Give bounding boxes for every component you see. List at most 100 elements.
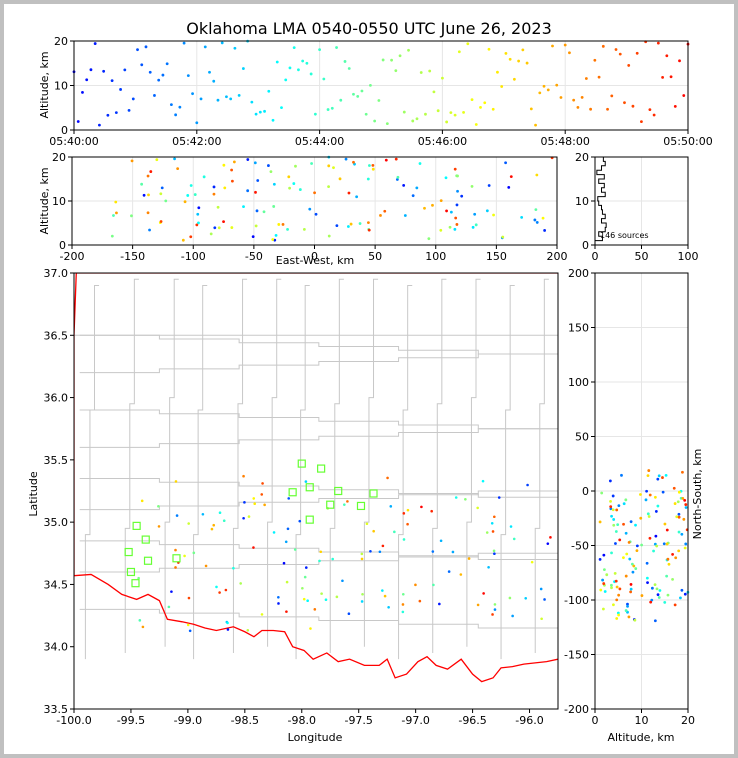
- ta-source-point: [119, 88, 122, 91]
- ta-source-point: [402, 110, 406, 114]
- altitude-histogram-panel: 0 10 20 0 50 100: [575, 151, 699, 263]
- ns-source-point: [640, 594, 644, 597]
- plan-source-point: [493, 515, 496, 519]
- ew-source-point: [230, 179, 234, 183]
- plan-source-point: [476, 603, 480, 607]
- ew-source-point: [418, 162, 422, 165]
- county-line: [267, 278, 282, 647]
- plan-source-point: [575, 571, 578, 574]
- ew-source-point: [308, 207, 312, 211]
- ta-source-point: [525, 61, 529, 65]
- ew-source-point: [196, 212, 200, 216]
- ns-source-point: [612, 603, 615, 607]
- ta-source-point: [377, 99, 381, 102]
- county-line: [232, 278, 248, 653]
- county-line: [164, 278, 179, 647]
- plan-source-point: [218, 591, 221, 594]
- ns-source-point: [615, 617, 619, 620]
- ns-source-point: [646, 512, 650, 516]
- county-line: [124, 278, 139, 653]
- ew-source-point: [448, 225, 452, 229]
- county-line: [193, 284, 208, 660]
- ew-source-point: [294, 164, 297, 168]
- ta-source-point: [153, 94, 156, 97]
- county-lines: [74, 278, 558, 660]
- ew-source-point: [371, 167, 375, 171]
- ew-source-point: [189, 235, 193, 239]
- north-south-altitude-panel: -200 -150 -100 -50 0 50 100 150 200 0 10 20: [564, 267, 695, 727]
- ew-source-point: [501, 235, 505, 239]
- ew-source-point: [230, 226, 234, 229]
- ew-source-point: [355, 195, 359, 199]
- ew-source-point: [254, 190, 257, 194]
- ta-source-point: [466, 42, 470, 46]
- plan-source-point: [347, 612, 351, 615]
- ta-frame: [73, 40, 689, 131]
- county-line: [79, 350, 558, 374]
- plan-ylabel: Latitude: [27, 471, 40, 517]
- ta-source-point: [428, 69, 432, 73]
- ta-source-point: [305, 61, 309, 65]
- ew-ytick-label: 0: [59, 239, 66, 252]
- ns-ytick-label: 100: [568, 376, 589, 389]
- ta-source-point: [225, 95, 228, 99]
- ta-source-point: [652, 113, 656, 117]
- plan-source-point: [239, 582, 242, 585]
- plan-source-point: [360, 552, 364, 556]
- ew-source-point: [176, 167, 180, 171]
- ta-source-point: [165, 62, 169, 66]
- ta-source-point: [106, 113, 110, 117]
- ns-source-point: [655, 544, 659, 548]
- ta-source-point: [309, 72, 313, 76]
- ta-source-point: [352, 92, 355, 96]
- ns-source-point: [655, 587, 659, 591]
- ew-source-point: [492, 213, 495, 217]
- ta-xtick-label: 05:44:00: [295, 135, 344, 148]
- ew-source-point: [217, 226, 221, 230]
- ns-source-point: [674, 556, 678, 560]
- ta-source-point: [453, 113, 457, 117]
- ew-source-point: [253, 161, 257, 165]
- plan-xtick-label: -97.5: [344, 714, 372, 727]
- ta-source-point: [178, 105, 182, 109]
- plan-source-point: [261, 482, 264, 485]
- ns-source-point: [632, 564, 636, 568]
- ns-source-point: [639, 516, 643, 520]
- ta-source-point: [343, 60, 347, 63]
- ns-source-point: [680, 588, 684, 592]
- ew-source-point: [509, 175, 513, 179]
- ta-source-point: [631, 104, 635, 108]
- plan-source-point: [319, 550, 323, 554]
- ta-source-point: [593, 58, 597, 62]
- ns-source-point: [666, 593, 670, 597]
- hist-xtick-label: 0: [592, 250, 599, 263]
- ew-source-point: [115, 211, 118, 215]
- ew-source-point: [344, 157, 348, 161]
- ew-source-point: [471, 225, 475, 229]
- ew-source-point: [427, 237, 431, 241]
- ew-source-point: [533, 218, 537, 222]
- ew-source-point: [368, 164, 371, 167]
- plan-source-point: [387, 605, 390, 609]
- plan-source-point: [482, 592, 485, 595]
- ew-source-point: [230, 168, 234, 172]
- plan-source-point: [293, 548, 297, 551]
- ta-source-point: [568, 51, 571, 55]
- east-west-altitude-panel: 0 10 20 -200 -150 -100 -50 0 50 100 150 200: [52, 151, 568, 263]
- ta-source-point: [559, 96, 563, 99]
- plan-source-point: [282, 561, 286, 565]
- ta-source-point: [610, 94, 614, 98]
- ta-source-point: [512, 77, 516, 81]
- ew-source-point: [251, 235, 255, 239]
- plan-source-point: [372, 529, 375, 533]
- plan-source-point: [174, 566, 177, 569]
- plan-source-point: [324, 598, 328, 601]
- plan-source-point: [393, 530, 396, 534]
- plan-source-point: [167, 605, 171, 609]
- ew-ylabel: Altitude, km: [38, 167, 51, 234]
- ew-source-point: [288, 186, 291, 190]
- plan-source-point: [573, 480, 576, 483]
- ns-source-point: [614, 542, 617, 545]
- ns-xlabel: Altitude, km: [607, 731, 674, 744]
- ta-source-point: [572, 98, 576, 102]
